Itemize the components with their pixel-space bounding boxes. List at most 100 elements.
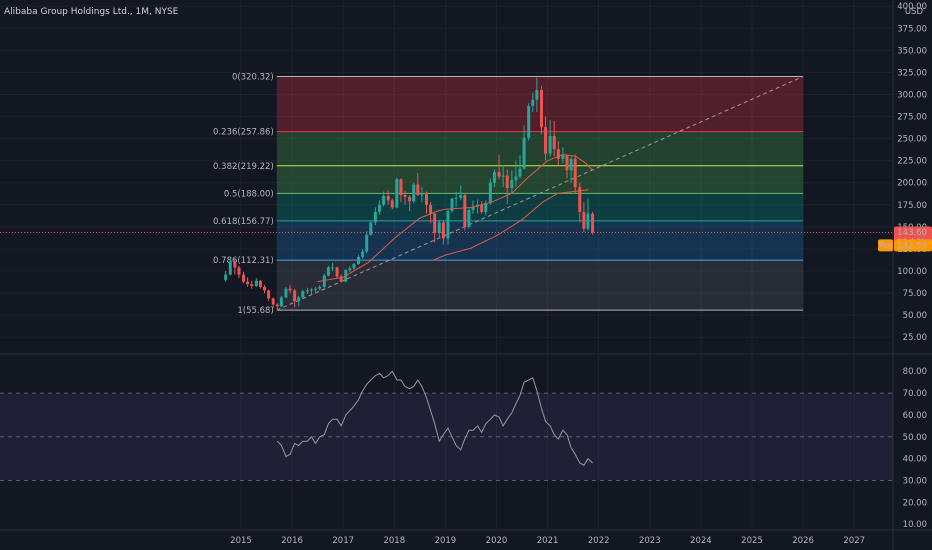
candle bbox=[335, 267, 339, 277]
candle bbox=[288, 288, 292, 291]
rsi-band-background bbox=[0, 393, 893, 481]
candle bbox=[492, 172, 496, 183]
candle bbox=[548, 135, 552, 154]
candle bbox=[582, 211, 586, 229]
pre-market-tag bbox=[878, 239, 893, 252]
rsi-pane bbox=[0, 370, 893, 482]
candle bbox=[403, 195, 407, 197]
time-axis-label: 2026 bbox=[792, 536, 814, 546]
candle bbox=[527, 105, 531, 138]
candle bbox=[377, 204, 381, 212]
candle bbox=[471, 206, 475, 211]
candle bbox=[591, 213, 595, 233]
candle bbox=[531, 99, 535, 106]
chart-title: Alibaba Group Holdings Ltd., 1M, NYSE bbox=[4, 7, 179, 17]
fibonacci-retracement[interactable]: 0(320.32) 0.236(257.86) 0.382(219.22) 0.5(1… bbox=[213, 73, 804, 317]
candle bbox=[326, 267, 330, 276]
fib-zone bbox=[276, 193, 804, 221]
rsi-axis-label: 50.00 bbox=[903, 433, 927, 443]
candle bbox=[284, 288, 288, 298]
pre-price-label: 142.59 bbox=[897, 241, 927, 251]
candle bbox=[441, 222, 445, 239]
candle bbox=[459, 195, 463, 198]
rsi-axis-label: 70.00 bbox=[903, 389, 927, 399]
candle bbox=[514, 176, 518, 181]
candle bbox=[390, 200, 394, 208]
candle bbox=[544, 127, 548, 154]
candle bbox=[552, 135, 556, 150]
candle bbox=[429, 204, 433, 214]
candle bbox=[578, 187, 582, 212]
candle bbox=[267, 290, 271, 299]
candle bbox=[357, 256, 361, 264]
time-axis-label: 2020 bbox=[486, 536, 508, 546]
price-axis-label: 100.00 bbox=[897, 267, 927, 277]
time-axis-label: 2015 bbox=[230, 536, 252, 546]
price-axis-label: 350.00 bbox=[897, 46, 927, 56]
currency-label: USD bbox=[905, 7, 924, 17]
rsi-line bbox=[276, 370, 593, 466]
candle bbox=[369, 222, 373, 235]
last-price-label: 143.60 bbox=[897, 228, 927, 238]
candle bbox=[310, 289, 314, 291]
candle bbox=[510, 180, 514, 189]
candle bbox=[395, 179, 399, 208]
candle bbox=[365, 234, 369, 252]
fib-zone bbox=[276, 131, 804, 166]
candle bbox=[561, 155, 565, 159]
candle bbox=[293, 290, 297, 302]
candle bbox=[330, 267, 334, 269]
fib-trend-line[interactable] bbox=[276, 76, 804, 311]
candlestick-series bbox=[224, 77, 595, 309]
candle bbox=[242, 274, 246, 282]
candle bbox=[399, 179, 403, 196]
rsi-axis-label: 20.00 bbox=[903, 498, 927, 508]
candle bbox=[382, 195, 386, 205]
time-axis-label: 2025 bbox=[741, 536, 763, 546]
price-axis-label: 225.00 bbox=[897, 157, 927, 167]
fib-level-label: 0.618(156.77) bbox=[213, 217, 274, 227]
candle bbox=[305, 290, 309, 292]
candle bbox=[237, 267, 241, 275]
candle bbox=[488, 182, 492, 204]
time-axis-label: 2019 bbox=[435, 536, 457, 546]
fib-level-label: 0.382(219.22) bbox=[213, 162, 274, 172]
candle bbox=[480, 204, 484, 212]
fib-level-label: 0.786(112.31) bbox=[213, 256, 274, 266]
candle bbox=[412, 184, 416, 202]
candle bbox=[271, 298, 275, 305]
candle bbox=[301, 291, 305, 298]
candle bbox=[467, 210, 471, 227]
candle bbox=[454, 197, 458, 199]
candle bbox=[501, 175, 505, 177]
candle bbox=[279, 297, 283, 307]
candle bbox=[322, 275, 326, 287]
time-axis-label: 2017 bbox=[332, 536, 354, 546]
price-axis-label: 275.00 bbox=[897, 113, 927, 123]
rsi-axis-label: 60.00 bbox=[903, 411, 927, 421]
candle bbox=[373, 211, 377, 223]
fib-zone bbox=[276, 165, 804, 194]
price-axis-label: 25.00 bbox=[903, 333, 927, 343]
pre-price-badge bbox=[894, 239, 932, 252]
price-axis-label: 300.00 bbox=[897, 90, 927, 100]
fib-level-label: 0.5(188.00) bbox=[224, 189, 274, 199]
candle bbox=[224, 274, 228, 280]
fib-zone bbox=[276, 260, 804, 311]
candle bbox=[352, 263, 356, 269]
candle bbox=[586, 213, 590, 229]
fib-level-label: 0.236(257.86) bbox=[213, 128, 274, 138]
candle bbox=[484, 203, 488, 212]
candle bbox=[361, 251, 365, 257]
candle bbox=[348, 268, 352, 271]
candle bbox=[424, 194, 428, 205]
pre-market-label: Pre bbox=[879, 241, 893, 251]
candle bbox=[408, 196, 412, 202]
candle bbox=[339, 276, 343, 282]
candle bbox=[250, 284, 254, 287]
candle bbox=[522, 137, 526, 169]
